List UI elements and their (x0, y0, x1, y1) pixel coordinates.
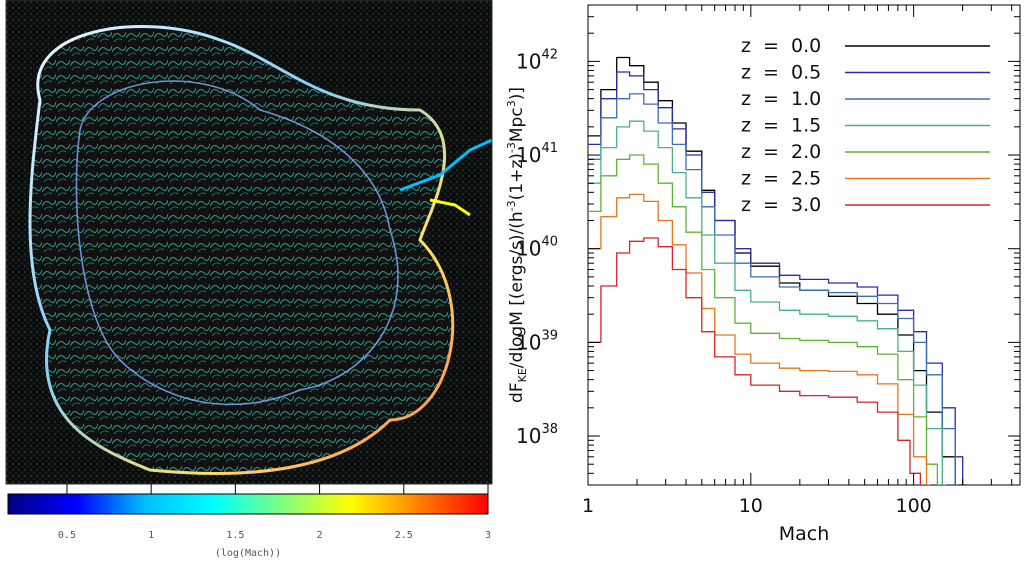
y-tick-label: 1038 (516, 422, 558, 448)
legend-label: z = 2.0 (741, 141, 821, 163)
series-line-3 (588, 120, 946, 485)
legend-label: z = 0.5 (741, 62, 821, 84)
y-tick-label: 1039 (516, 328, 558, 354)
filament-shock (399, 138, 493, 192)
filament-shock-tip (429, 198, 471, 217)
y-axis: 1038 1039 1040 1041 1042 (516, 4, 1020, 474)
x-axis-label: Mach (779, 523, 830, 545)
legend-label: z = 2.5 (741, 168, 821, 190)
colorbar-tick-label: 1.5 (226, 530, 244, 541)
image-frame (5, 0, 493, 485)
y-tick-label: 1042 (516, 47, 558, 73)
legend: z = 0.0 z = 0.5 z = 1.0 z = 1.5 z = 2.0 z = 2… (741, 35, 990, 216)
legend-label: z = 1.5 (741, 115, 821, 137)
chart-panel: 1 10 100 1038 1039 1040 1041 1042 z = 0.0 z = 0… (498, 0, 1028, 561)
outer-shock-front (28, 25, 455, 475)
plot-frame (587, 4, 1021, 486)
colorbar-tick-label: 0.5 (58, 530, 76, 541)
series-line-4 (588, 154, 941, 485)
series-line-2 (588, 93, 959, 485)
x-tick-label: 100 (896, 495, 932, 517)
legend-label: z = 1.0 (741, 88, 821, 110)
colorbar-ticks: 0.5 1 1.5 2 2.5 3 (58, 484, 491, 541)
cluster-field-lines (30, 26, 453, 474)
y-tick-label: 1040 (516, 235, 558, 261)
x-tick-label: 1 (582, 495, 594, 517)
series-line-5 (588, 193, 930, 485)
colorbar-tick-label: 2 (317, 530, 323, 541)
series-line-6 (588, 237, 924, 485)
y-tick-label: 1041 (516, 141, 558, 167)
colorbar-bar (7, 493, 489, 515)
colorbar-tick-label: 1 (148, 530, 154, 541)
colorbar-tick-label: 3 (485, 530, 491, 541)
inner-shock-front (75, 80, 399, 406)
simulation-panel: 0.5 1 1.5 2 2.5 3 (log(Mach)) (0, 0, 498, 561)
legend-label: z = 3.0 (741, 194, 821, 216)
colorbar-tick-label: 2.5 (395, 530, 413, 541)
x-tick-label: 10 (739, 495, 763, 517)
simulation-figure: 0.5 1 1.5 2 2.5 3 (log(Mach)) (5, 0, 493, 559)
colorbar-label: (log(Mach)) (215, 548, 281, 559)
legend-label: z = 0.0 (741, 35, 821, 57)
colorbar: 0.5 1 1.5 2 2.5 3 (log(Mach)) (7, 484, 491, 559)
y-axis-label: dFKE/dlogM [(ergs/s)/(h-3(1+z)-3Mpc3)] (505, 87, 529, 403)
series-layer (588, 56, 967, 485)
x-axis: 1 10 100 (582, 5, 1013, 517)
